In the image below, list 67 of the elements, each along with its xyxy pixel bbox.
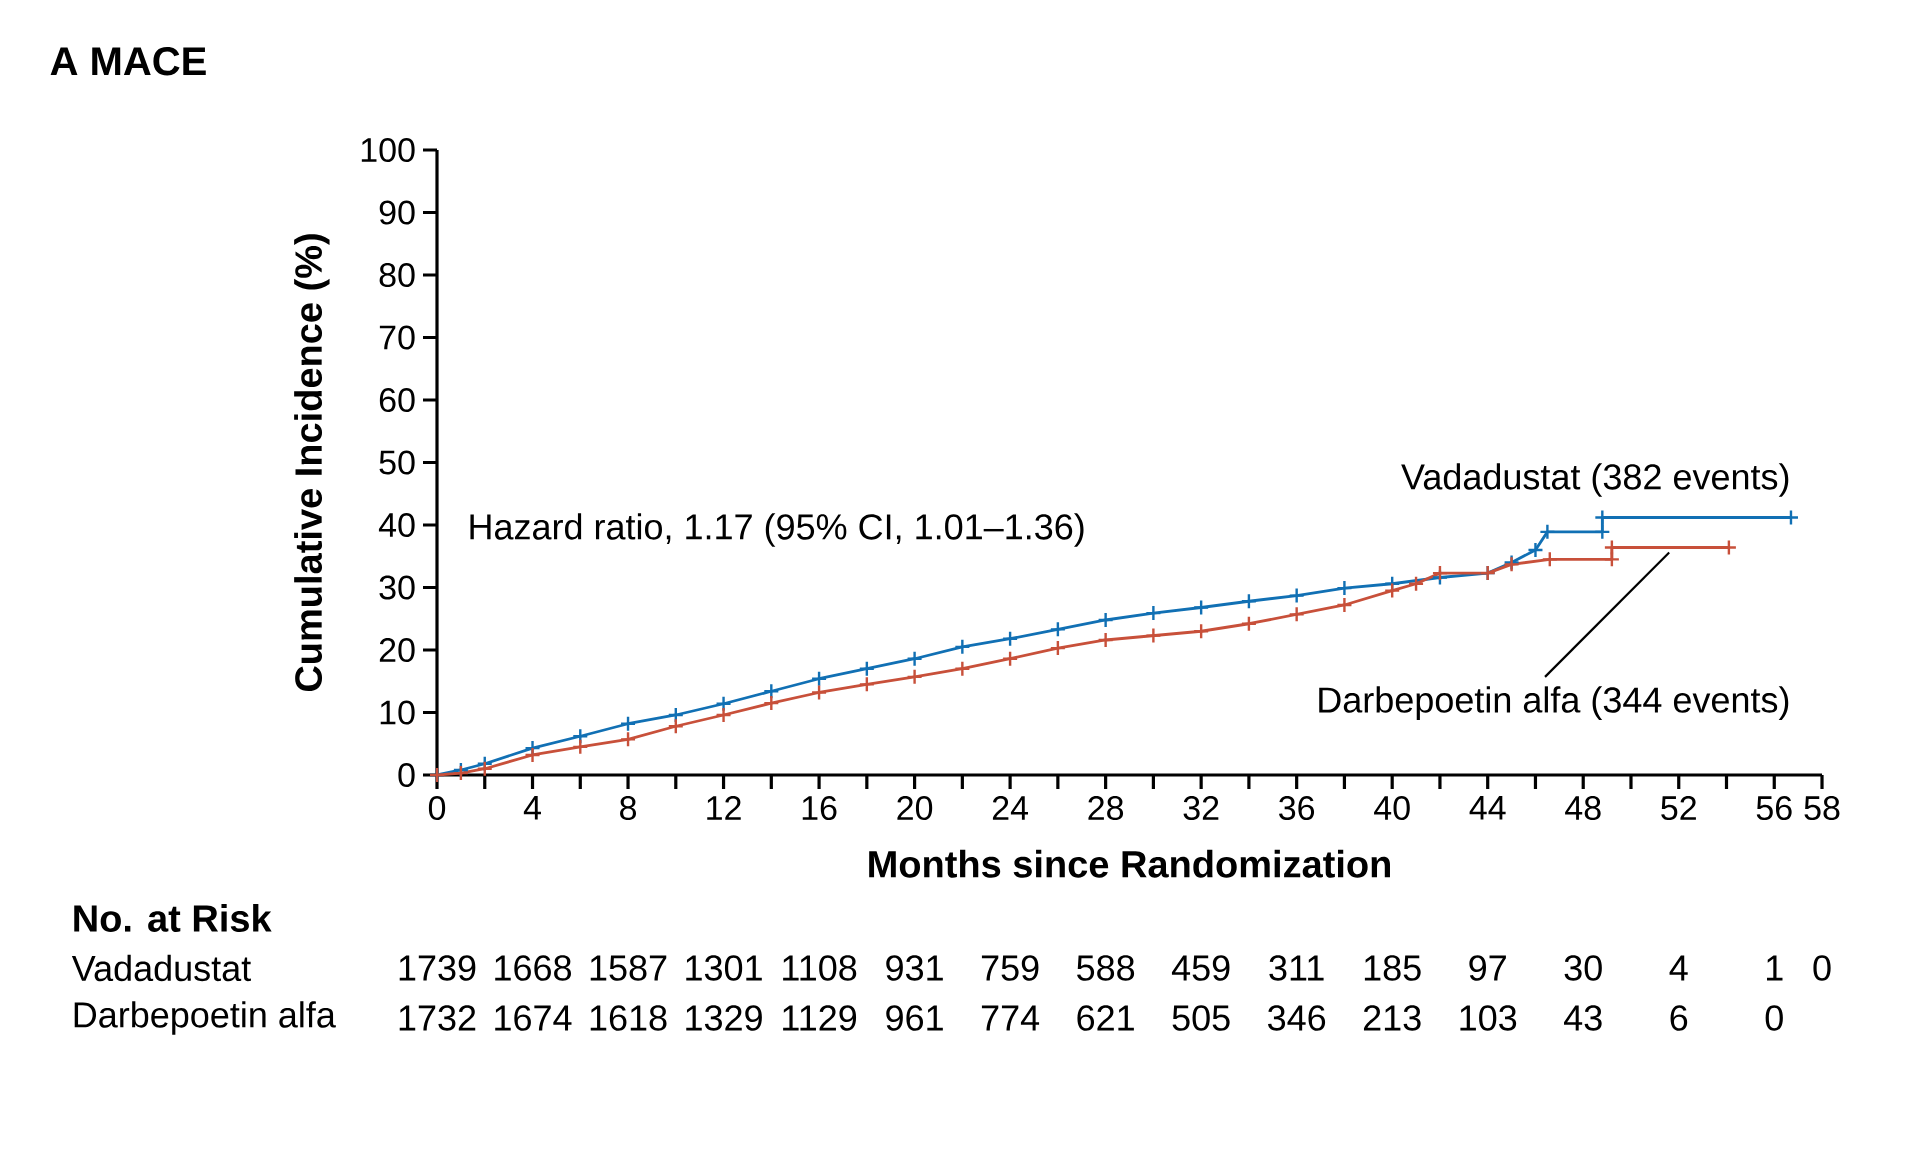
text: 931 (886, 955, 943, 981)
text: 0 (1813, 955, 1831, 981)
text: 103 (1460, 1005, 1517, 1031)
x-tick-label: 40 (1374, 796, 1410, 821)
y-tick-label: 50 (379, 450, 415, 475)
y-tick-label: 90 (379, 200, 415, 225)
x-tick-label: 32 (1183, 796, 1219, 821)
text: Darbepoetin alfa (74, 1001, 336, 1035)
x-tick-label: 28 (1088, 796, 1124, 821)
x-axis-title: Months since Randomization (869, 849, 1390, 878)
series-label: Darbepoetin alfa (344 events) (1319, 686, 1789, 720)
text: 1739 (399, 955, 476, 981)
y-tick-label: 80 (379, 262, 415, 288)
text: 759 (981, 955, 1039, 981)
x-tick-label: 0 (428, 796, 446, 821)
text: No. at Risk (74, 904, 272, 932)
text: 621 (1077, 1005, 1134, 1031)
text: 1618 (590, 1005, 667, 1031)
chart-title: A MACE (50, 47, 206, 76)
x-tick-label: 24 (992, 796, 1029, 820)
text: 1732 (399, 1005, 476, 1031)
y-tick-label: 100 (361, 137, 415, 163)
x-tick-label: 48 (1565, 796, 1601, 821)
text: 505 (1172, 1005, 1230, 1031)
text: 213 (1363, 1005, 1421, 1031)
text: 311 (1269, 955, 1324, 981)
text: 43 (1564, 1005, 1602, 1031)
y-tick-label: 10 (380, 700, 415, 725)
text: 1329 (686, 1005, 762, 1031)
text: 961 (886, 1005, 943, 1031)
y-tick-label: 20 (379, 637, 415, 663)
series-label: Vadadustat (382 events) (1401, 463, 1789, 497)
x-tick-label: 36 (1279, 796, 1315, 821)
x-tick-label: 12 (707, 796, 741, 820)
x-tick-label: 58 (1804, 796, 1840, 821)
y-tick-label: 40 (378, 512, 415, 538)
text: 588 (1077, 955, 1135, 981)
y-tick-label: 0 (398, 762, 415, 788)
text: 1668 (495, 955, 571, 981)
x-tick-label: 16 (802, 796, 837, 821)
y-axis-title: Cumulative Incidence (%) (294, 234, 330, 692)
text: 6 (1670, 1005, 1688, 1031)
y-tick-label: 60 (379, 387, 415, 413)
text: 1129 (783, 1005, 857, 1031)
text: 346 (1268, 1005, 1326, 1031)
y-tick-label: 30 (379, 575, 415, 600)
x-tick-label: 20 (897, 796, 933, 821)
text: 1301 (686, 955, 762, 981)
x-tick-label: 8 (620, 796, 637, 821)
text: Vadadustat (71, 954, 251, 982)
x-tick-label: 44 (1469, 796, 1506, 820)
text: 1587 (590, 955, 667, 981)
text: 30 (1564, 955, 1602, 981)
text: 1674 (495, 1005, 572, 1031)
x-tick-label: 4 (523, 796, 541, 820)
text: 774 (981, 1005, 1040, 1031)
text: 0 (1765, 1005, 1783, 1031)
text: 97 (1469, 955, 1506, 981)
x-tick-label: 56 (1756, 796, 1792, 821)
y-tick-label: 70 (379, 325, 415, 350)
annotation: Hazard ratio, 1.17 (95% CI, 1.01–1.36) (470, 513, 1084, 547)
text: 4 (1669, 955, 1688, 981)
text: 1 (1767, 955, 1783, 981)
x-tick-label: 52 (1661, 796, 1696, 821)
text: 459 (1171, 955, 1230, 981)
text: 1108 (783, 955, 857, 981)
text: 185 (1364, 955, 1421, 981)
